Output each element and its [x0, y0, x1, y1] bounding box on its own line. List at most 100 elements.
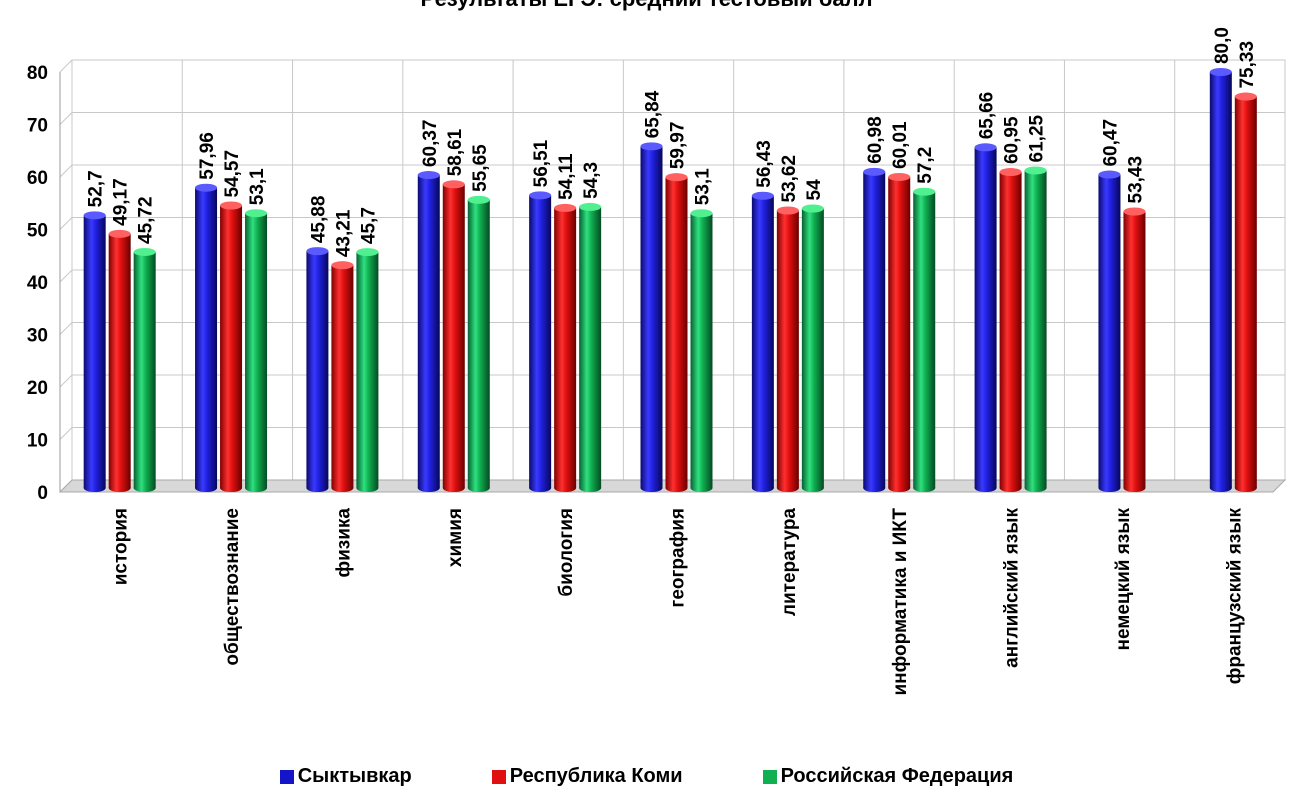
grid-line-diag	[59, 427, 73, 440]
bar-cap	[974, 143, 997, 152]
bar-cap	[913, 187, 936, 196]
data-label: 57,96	[197, 132, 218, 180]
bar-base	[467, 484, 490, 492]
bar-body	[690, 213, 713, 488]
bar-base	[690, 484, 713, 492]
data-label: 60,98	[865, 116, 886, 164]
bar-body	[1098, 174, 1121, 488]
legend-item-komi[interactable]: Республика Коми	[491, 765, 683, 788]
bar-base	[83, 484, 106, 492]
bar	[640, 142, 663, 492]
y-tick-label: 60	[27, 168, 48, 189]
y-tick-label: 10	[27, 431, 48, 452]
bar-cap	[579, 202, 602, 211]
bar-cap	[356, 248, 379, 257]
legend-label: Российская Федерация	[780, 765, 1014, 787]
data-label: 45,7	[358, 207, 379, 244]
bar	[1209, 68, 1232, 492]
bar-cap	[1123, 207, 1146, 216]
bar-cap	[751, 191, 774, 200]
x-category-label: история	[111, 508, 132, 585]
legend-item-syktyvkar[interactable]: Сыктывкар	[279, 765, 412, 788]
bar	[245, 209, 268, 492]
bar-cap	[863, 167, 886, 176]
data-label: 60,01	[890, 121, 911, 169]
bar	[417, 171, 440, 492]
bar-body	[776, 210, 799, 488]
bar-cap	[801, 204, 824, 213]
data-label: 75,33	[1237, 41, 1258, 89]
bar	[801, 204, 824, 492]
data-label: 60,37	[420, 120, 441, 168]
bar-cap	[888, 172, 911, 181]
bar	[83, 211, 106, 492]
bar-base	[1024, 484, 1047, 492]
bar-body	[133, 251, 156, 488]
bar-body	[442, 184, 465, 489]
x-category-label: физика	[333, 508, 354, 578]
bar-base	[974, 484, 997, 492]
y-axis: 0 10 20 30 40 50 60 70 80	[27, 63, 48, 504]
data-label: 45,72	[136, 196, 157, 244]
chart-title: Результаты ЕГЭ: средний тестовый балл	[0, 0, 1293, 12]
legend-swatch-blue	[279, 769, 294, 784]
x-category-label: английский язык	[1002, 508, 1023, 668]
data-label: 65,84	[643, 90, 664, 138]
data-label: 53,43	[1125, 156, 1146, 204]
bar	[1234, 92, 1257, 492]
bar-base	[529, 484, 552, 492]
grid-line-diag	[59, 217, 73, 230]
bar-cap	[1234, 92, 1257, 101]
bar-body	[1024, 170, 1047, 488]
bar	[863, 167, 886, 492]
bar-base	[999, 484, 1022, 492]
y-tick-label: 50	[27, 221, 48, 242]
bar-body	[356, 252, 379, 488]
bar-body	[417, 175, 440, 488]
bar-body	[974, 147, 997, 488]
bar-body	[554, 207, 577, 489]
legend-label: Республика Коми	[509, 765, 683, 787]
y-tick-label: 40	[27, 273, 48, 294]
bar-base	[751, 484, 774, 492]
bar-base	[306, 484, 329, 492]
data-label: 80,0	[1212, 27, 1233, 64]
bar	[776, 206, 799, 492]
bar-base	[108, 484, 131, 492]
bar-base	[220, 484, 243, 492]
data-label: 53,1	[247, 168, 268, 205]
bar-base	[417, 484, 440, 492]
bar-body	[751, 195, 774, 488]
data-label: 54,3	[581, 162, 602, 199]
bar-base	[863, 484, 886, 492]
bar-base	[640, 484, 663, 492]
legend-item-rf[interactable]: Российская Федерация	[762, 765, 1014, 788]
bar	[195, 183, 218, 492]
bar	[1024, 166, 1047, 492]
data-label: 60,95	[1002, 116, 1023, 164]
grid-line-diag	[59, 164, 73, 178]
data-label: 54,11	[556, 153, 577, 200]
bar	[913, 187, 936, 492]
bar-body	[529, 195, 552, 488]
bar-base	[554, 484, 577, 492]
data-label: 57,2	[915, 147, 936, 184]
data-label: 58,61	[445, 128, 466, 176]
bar	[974, 143, 997, 492]
data-label: 54	[804, 179, 825, 201]
data-label: 60,47	[1100, 119, 1121, 167]
x-axis: история обществознание физика химия биология…	[111, 508, 1246, 696]
x-category-label: биология	[556, 508, 577, 597]
x-category-label: химия	[445, 508, 466, 567]
bar-cap	[640, 142, 663, 151]
bar-body	[888, 176, 911, 488]
data-label: 56,43	[754, 140, 775, 188]
legend-swatch-red	[491, 769, 506, 784]
bar	[529, 191, 552, 492]
bar-cap	[554, 203, 577, 212]
data-label: 61,25	[1027, 114, 1048, 162]
x-category-label: французский язык	[1224, 508, 1245, 685]
bar-cap	[665, 173, 688, 182]
bar-cap	[1209, 68, 1232, 76]
